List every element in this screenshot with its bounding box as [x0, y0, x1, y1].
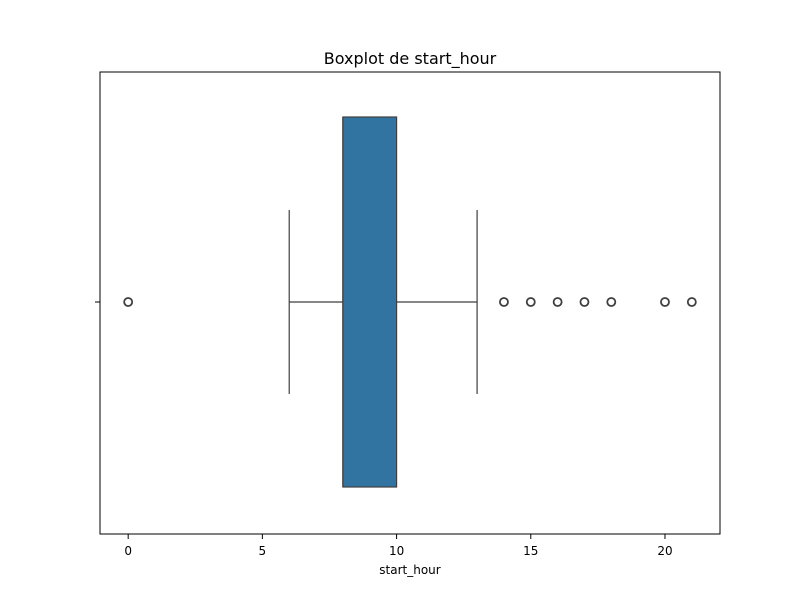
- x-axis-ticks: 0 5 10 15 20: [124, 534, 673, 558]
- outlier-point: [686, 297, 697, 307]
- outlier-point: [525, 297, 536, 307]
- outlier-point: [660, 297, 670, 307]
- outlier-point: [552, 297, 563, 307]
- outlier-point: [606, 297, 617, 307]
- chart-title: Boxplot de start_hour: [324, 49, 497, 69]
- x-tick-label: 20: [657, 544, 672, 558]
- x-tick-label: 5: [259, 544, 267, 558]
- box-group: [342, 116, 398, 488]
- outlier-point: [123, 297, 134, 307]
- x-tick-label: 0: [124, 544, 132, 558]
- axes-spines: [99, 71, 721, 535]
- outlier-point: [499, 297, 509, 307]
- iqr-box: [342, 116, 398, 488]
- whiskers-group: [288, 210, 478, 394]
- x-axis-label: start_hour: [379, 563, 441, 577]
- x-tick-label: 10: [389, 544, 404, 558]
- outlier-point: [579, 297, 590, 307]
- axes-frame: [99, 71, 721, 535]
- x-tick-label: 15: [523, 544, 538, 558]
- outliers-group: [123, 297, 697, 307]
